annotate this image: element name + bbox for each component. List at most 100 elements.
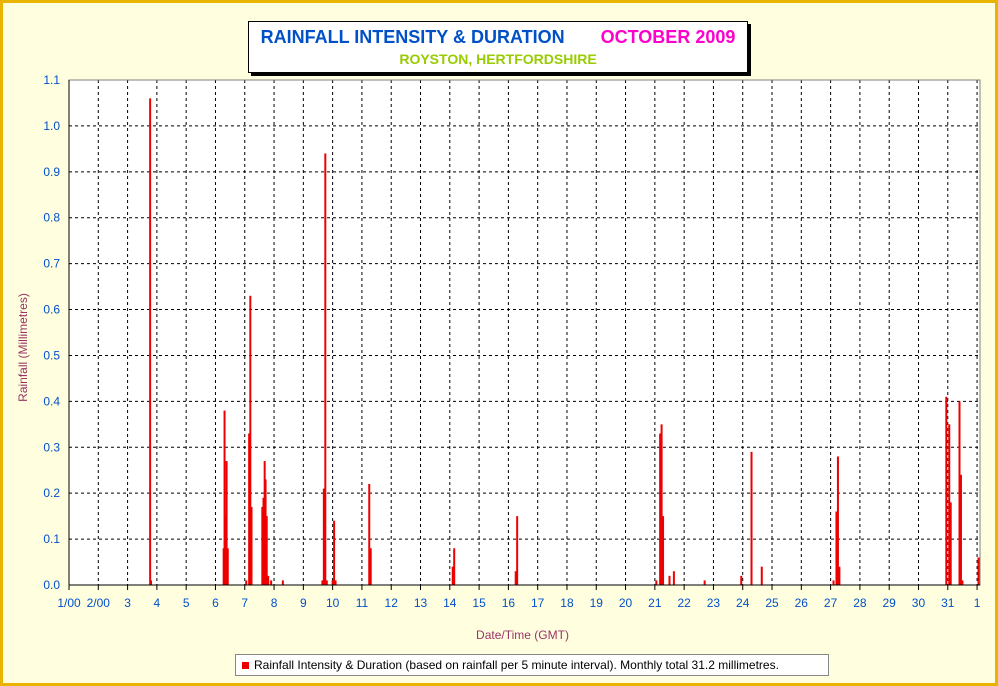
plot-area <box>69 80 980 585</box>
rainfall-bar <box>453 548 456 585</box>
x-tick-label: 17 <box>531 596 545 610</box>
rainfall-bar <box>451 566 454 585</box>
x-tick-label: 8 <box>271 596 278 610</box>
rainfall-bar <box>261 506 264 585</box>
y-tick-label: 0.4 <box>43 394 60 408</box>
rainfall-bar <box>265 516 268 585</box>
x-tick-label: 4 <box>154 596 161 610</box>
rainfall-bar <box>949 502 952 585</box>
x-tick-label: 16 <box>502 596 516 610</box>
rainfall-bar <box>369 548 372 585</box>
rainfall-bar <box>250 506 253 585</box>
x-tick-label: 13 <box>414 596 428 610</box>
legend: Rainfall Intensity & Duration (based on … <box>235 654 829 676</box>
rainfall-bar <box>836 456 839 585</box>
rainfall-bar <box>668 575 671 585</box>
y-tick-label: 1.1 <box>43 73 60 87</box>
x-tick-label: 25 <box>765 596 779 610</box>
x-tick-label: 27 <box>824 596 838 610</box>
x-tick-label: 10 <box>326 596 340 610</box>
rainfall-bar <box>149 98 152 585</box>
rainfall-bar <box>835 511 838 585</box>
rainfall-bar <box>514 571 517 585</box>
rainfall-bar <box>331 580 334 585</box>
x-tick-label: 21 <box>648 596 662 610</box>
rainfall-bar <box>945 396 948 585</box>
chart-subtitle: ROYSTON, HERTFORDSHIRE <box>399 51 597 67</box>
rainfall-bar <box>270 580 273 585</box>
rainfall-bar <box>838 566 841 585</box>
rainfall-bar <box>321 580 324 585</box>
rainfall-bar <box>267 575 270 585</box>
rainfall-bar <box>368 484 371 585</box>
x-tick-label: 31 <box>941 596 955 610</box>
legend-label: Rainfall Intensity & Duration (based on … <box>254 658 779 672</box>
x-tick-label: 7 <box>241 596 248 610</box>
rainfall-bar <box>248 433 251 585</box>
chart-title: RAINFALL INTENSITY & DURATION OCTOBER 200… <box>249 27 747 48</box>
rainfall-bar <box>223 410 226 585</box>
rainfall-bar <box>281 580 284 585</box>
rainfall-bar <box>961 580 964 585</box>
rainfall-bar <box>325 580 328 585</box>
rainfall-bar <box>740 575 743 585</box>
x-tick-label: 12 <box>385 596 399 610</box>
rainfall-bar <box>245 580 248 585</box>
rainfall-bar <box>672 571 675 585</box>
x-tick-label: 14 <box>443 596 457 610</box>
rainfall-bar <box>832 580 835 585</box>
rainfall-bar <box>660 424 663 585</box>
rainfall-bar <box>662 516 665 585</box>
rainfall-bar <box>750 451 753 585</box>
x-axis-title: Date/Time (GMT) <box>476 628 569 642</box>
y-tick-label: 0.6 <box>43 303 60 317</box>
x-tick-label: 15 <box>472 596 486 610</box>
rainfall-bar <box>760 566 763 585</box>
x-tick-label: 20 <box>619 596 633 610</box>
x-tick-label: 18 <box>560 596 574 610</box>
y-tick-label: 0.8 <box>43 211 60 225</box>
legend-swatch <box>242 661 249 669</box>
x-tick-label: 30 <box>912 596 926 610</box>
rainfall-bar <box>703 580 706 585</box>
rainfall-bar <box>333 520 336 585</box>
y-tick-label: 0.9 <box>43 165 60 179</box>
y-tick-label: 1.0 <box>43 119 60 133</box>
y-tick-label: 0.3 <box>43 440 60 454</box>
x-tick-label: 5 <box>183 596 190 610</box>
x-tick-label: 6 <box>212 596 219 610</box>
rainfall-bar <box>977 557 980 585</box>
rainfall-bar <box>334 580 337 585</box>
y-tick-label: 0.1 <box>43 532 60 546</box>
rainfall-bar <box>655 580 658 585</box>
x-tick-label: 3 <box>124 596 131 610</box>
rainfall-bar <box>948 424 951 585</box>
y-tick-label: 0.0 <box>43 578 60 592</box>
x-tick-label: 23 <box>707 596 721 610</box>
x-tick-label: 24 <box>736 596 750 610</box>
x-tick-label: 9 <box>300 596 307 610</box>
rainfall-bar <box>959 474 962 585</box>
y-tick-label: 0.5 <box>43 348 60 362</box>
rainfall-bar <box>225 461 228 585</box>
rainfall-bar <box>516 516 519 585</box>
x-tick-label: 2/00 <box>87 596 111 610</box>
rainfall-bar <box>958 401 961 585</box>
rainfall-bar <box>264 479 267 585</box>
x-tick-label: 29 <box>883 596 897 610</box>
chart-title-box: RAINFALL INTENSITY & DURATION OCTOBER 200… <box>248 21 748 73</box>
x-tick-label: 19 <box>590 596 604 610</box>
y-tick-label: 0.7 <box>43 257 60 271</box>
title-text: RAINFALL INTENSITY & DURATION <box>260 27 565 47</box>
rainfall-bar <box>324 153 327 586</box>
x-tick-label: 1/00 <box>57 596 81 610</box>
x-tick-label: 28 <box>853 596 867 610</box>
rainfall-bar <box>322 488 325 585</box>
rainfall-bar <box>150 580 153 585</box>
rainfall-bar <box>262 497 265 585</box>
title-period: OCTOBER 2009 <box>600 27 736 47</box>
x-tick-label: 1 <box>974 596 981 610</box>
y-tick-label: 0.2 <box>43 486 60 500</box>
rainfall-bar <box>249 295 252 585</box>
rainfall-bar <box>659 433 662 585</box>
